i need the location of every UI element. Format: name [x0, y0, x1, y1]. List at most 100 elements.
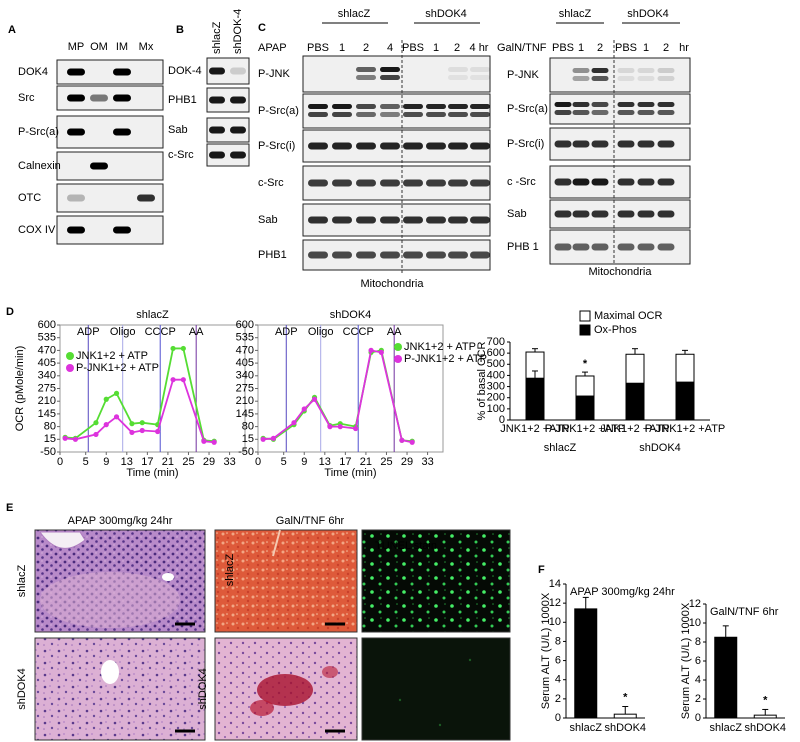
data-point — [180, 377, 186, 383]
blot-band — [90, 94, 108, 102]
blot-band — [426, 104, 446, 109]
y-tick-label: 8 — [555, 635, 561, 647]
data-point — [113, 414, 120, 420]
plot-frame — [59, 324, 246, 453]
bar — [576, 395, 594, 421]
blot-band — [554, 140, 572, 148]
blot-row-label: DOK-4 — [168, 65, 202, 77]
significance-mark: * — [623, 691, 628, 703]
chart-title: APAP 300mg/kg 24hr — [570, 586, 675, 598]
blot-row-label: PHB1 — [258, 249, 287, 261]
blot-band — [657, 243, 675, 251]
legend-marker — [394, 355, 402, 363]
y-tick-label: 145 — [236, 408, 254, 420]
blot-strip — [56, 151, 164, 181]
bar — [613, 713, 637, 719]
blot-band — [67, 128, 85, 136]
blot-band — [637, 68, 655, 73]
x-tick-label: shlacZ — [570, 722, 603, 734]
blot-band — [470, 251, 490, 259]
blot-band — [637, 102, 655, 107]
blot-row-label: Src — [18, 92, 35, 104]
y-tick-label: 100 — [487, 403, 505, 415]
legend-label: JNK1+2 + ATP — [76, 350, 148, 362]
blot-band — [137, 194, 155, 202]
blot-band — [617, 76, 635, 81]
y-tick-label: 2 — [555, 693, 561, 705]
bar — [753, 714, 777, 719]
row-label: shDOK4 — [197, 668, 209, 710]
x-tick-label: 5 — [281, 456, 287, 468]
blot-band — [67, 226, 85, 234]
y-tick-label: 12 — [549, 597, 561, 609]
event-label: Oligo — [308, 326, 334, 338]
blot-band — [448, 104, 468, 109]
data-point — [399, 437, 405, 443]
blot-band — [591, 102, 609, 107]
legend-marker — [66, 364, 74, 372]
blot-band — [572, 68, 590, 73]
blot-band — [67, 68, 85, 76]
event-label: Oligo — [110, 326, 136, 338]
x-tick-label: 33 — [421, 456, 433, 468]
blot-band — [617, 102, 635, 107]
blot-band — [356, 104, 376, 109]
x-tick-label: 21 — [162, 456, 174, 468]
y-tick-label: 6 — [555, 654, 561, 666]
blot-row-label: Sab — [168, 124, 188, 136]
panel-label: C — [258, 22, 266, 34]
blot-band — [380, 75, 400, 80]
blot-row-label: COX IV — [18, 224, 56, 236]
series-line — [65, 378, 215, 444]
blot-band — [637, 76, 655, 81]
y-tick-label: -50 — [238, 446, 254, 458]
blot-band — [617, 140, 635, 148]
legend-label: P-JNK1+2 + ATP — [76, 362, 159, 374]
y-tick-label: 15 — [242, 433, 254, 445]
blot-band — [591, 110, 609, 115]
panel-label: F — [538, 564, 545, 576]
blot-band — [554, 210, 572, 218]
blot-band — [637, 243, 655, 251]
y-tick-label: 6 — [695, 655, 701, 667]
x-tick-label: 9 — [103, 456, 109, 468]
x-tick-label: 0 — [255, 456, 261, 468]
data-point — [378, 349, 384, 355]
blot-row-label: c -Src — [507, 176, 536, 188]
y-tick-label: 700 — [487, 336, 505, 348]
y-tick-label: 340 — [236, 370, 254, 382]
y-tick-label: 600 — [38, 319, 56, 331]
y-axis-label: % of basal OCR — [476, 342, 488, 421]
legend-label: P-JNK1+2 + ATP — [404, 353, 487, 365]
y-tick-label: 535 — [38, 332, 56, 344]
blot-band — [426, 251, 446, 259]
tunel-signal — [438, 723, 442, 727]
blot-row-label: c-Src — [258, 177, 284, 189]
blot-band — [380, 216, 400, 224]
x-tick-label: 5 — [83, 456, 89, 468]
blot-band — [470, 104, 490, 109]
blot-band — [448, 142, 468, 150]
data-point — [139, 427, 145, 434]
data-point — [93, 420, 99, 426]
x-tick-label: shlacZ — [710, 722, 743, 734]
x-tick-label: 29 — [401, 456, 413, 468]
blot-band — [380, 179, 400, 187]
blot-band — [332, 179, 352, 187]
legend-swatch — [579, 310, 591, 322]
blot-band — [356, 216, 376, 224]
x-tick-label: JNK1+2 +ATP — [500, 423, 570, 435]
x-tick-label: 0 — [57, 456, 63, 468]
blot-row-label: P-Src(i) — [507, 138, 544, 150]
blot-band — [448, 251, 468, 259]
data-point — [170, 345, 176, 352]
event-label: CCCP — [145, 326, 176, 338]
blot-band — [426, 142, 446, 150]
blot-band — [617, 210, 635, 218]
data-point — [260, 436, 266, 442]
y-axis-label: Serum ALT (U/L) 1000X — [680, 602, 692, 719]
series-line — [263, 349, 413, 444]
blot-band — [230, 67, 246, 75]
vessel — [101, 660, 119, 684]
